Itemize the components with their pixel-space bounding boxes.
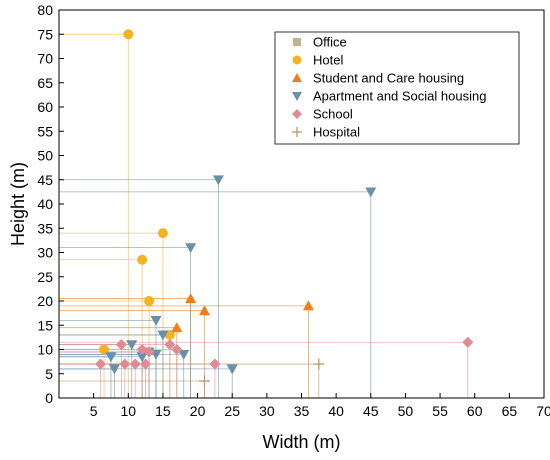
legend: Office Hotel Student and Care housing Apart… — [274, 31, 520, 145]
legend-marker — [292, 92, 302, 101]
y-tick-label: 60 — [37, 99, 53, 115]
data-point — [209, 358, 221, 370]
legend-label: Hotel — [313, 53, 343, 68]
data-point — [157, 228, 168, 239]
x-tick-label: 45 — [363, 403, 379, 419]
data-point — [144, 296, 155, 306]
data-points — [95, 29, 474, 387]
x-tick-label: 20 — [190, 403, 206, 419]
data-point — [119, 358, 131, 370]
legend-marker — [292, 73, 302, 82]
x-tick-label: 55 — [432, 403, 448, 419]
y-tick-label: 45 — [37, 172, 53, 188]
y-tick-label: 10 — [37, 342, 53, 358]
legend-marker — [293, 38, 301, 46]
y-axis-title: Height (m) — [8, 162, 28, 246]
data-point — [115, 339, 127, 351]
y-tick-label: 40 — [37, 196, 53, 212]
data-point — [185, 293, 197, 303]
legend-label: Hospital — [313, 125, 360, 140]
data-point — [226, 364, 238, 375]
y-tick-label: 15 — [37, 317, 53, 333]
data-point — [199, 305, 210, 316]
y-tick-label: 0 — [45, 390, 53, 406]
axes: 5 10 15 20 25 30 35 40 45 50 55 60 65 70 0 5 10 15 20 25 30 3… — [37, 2, 550, 419]
x-axis-title: Width (m) — [263, 432, 341, 452]
data-point — [126, 340, 138, 351]
data-point — [178, 349, 190, 360]
y-tick-label: 80 — [37, 2, 53, 18]
y-tick-label: 5 — [45, 366, 53, 382]
data-point — [302, 300, 314, 311]
legend-label: Apartment and Social housing — [313, 89, 486, 104]
data-point — [185, 243, 197, 254]
y-tick-label: 35 — [37, 220, 53, 236]
data-point — [108, 364, 120, 375]
x-tick-label: 25 — [224, 403, 240, 419]
y-tick-label: 30 — [37, 245, 53, 261]
data-point — [129, 358, 141, 370]
y-tick-label: 70 — [37, 51, 53, 67]
data-point — [462, 336, 474, 348]
x-tick-label: 35 — [294, 403, 310, 419]
x-tick-label: 65 — [502, 403, 518, 419]
y-tick-label: 25 — [37, 269, 53, 285]
data-point — [99, 344, 110, 355]
data-point — [123, 29, 134, 40]
legend-marker — [292, 55, 302, 65]
y-tick-label: 20 — [37, 293, 53, 309]
data-point — [212, 175, 224, 186]
y-tick-label: 75 — [37, 26, 53, 42]
data-point — [95, 358, 107, 370]
data-point — [157, 330, 169, 341]
data-point — [313, 358, 325, 370]
x-tick-label: 70 — [536, 403, 550, 419]
y-tick-label: 50 — [37, 148, 53, 164]
x-tick-label: 40 — [328, 403, 344, 419]
x-tick-label: 50 — [398, 403, 414, 419]
data-point — [105, 352, 117, 363]
data-point — [137, 254, 148, 265]
data-point — [150, 316, 162, 326]
data-point — [171, 344, 183, 355]
data-point — [199, 375, 210, 387]
data-point — [171, 322, 183, 333]
data-point — [164, 339, 176, 351]
legend-box — [274, 31, 520, 145]
legend-label: School — [313, 107, 353, 122]
legend-label: Student and Care housing — [313, 71, 464, 86]
legend-marker — [292, 109, 302, 119]
data-point — [140, 358, 152, 370]
data-point — [365, 187, 377, 198]
x-tick-label: 5 — [90, 403, 98, 419]
data-point — [136, 352, 148, 363]
legend-label: Office — [313, 35, 347, 50]
y-tick-label: 65 — [37, 75, 53, 91]
x-tick-label: 10 — [120, 403, 136, 419]
x-tick-label: 15 — [155, 403, 171, 419]
legend-marker — [292, 127, 302, 137]
data-point — [143, 346, 155, 358]
x-tick-label: 30 — [259, 403, 275, 419]
y-tick-label: 55 — [37, 123, 53, 139]
x-tick-label: 60 — [467, 403, 483, 419]
